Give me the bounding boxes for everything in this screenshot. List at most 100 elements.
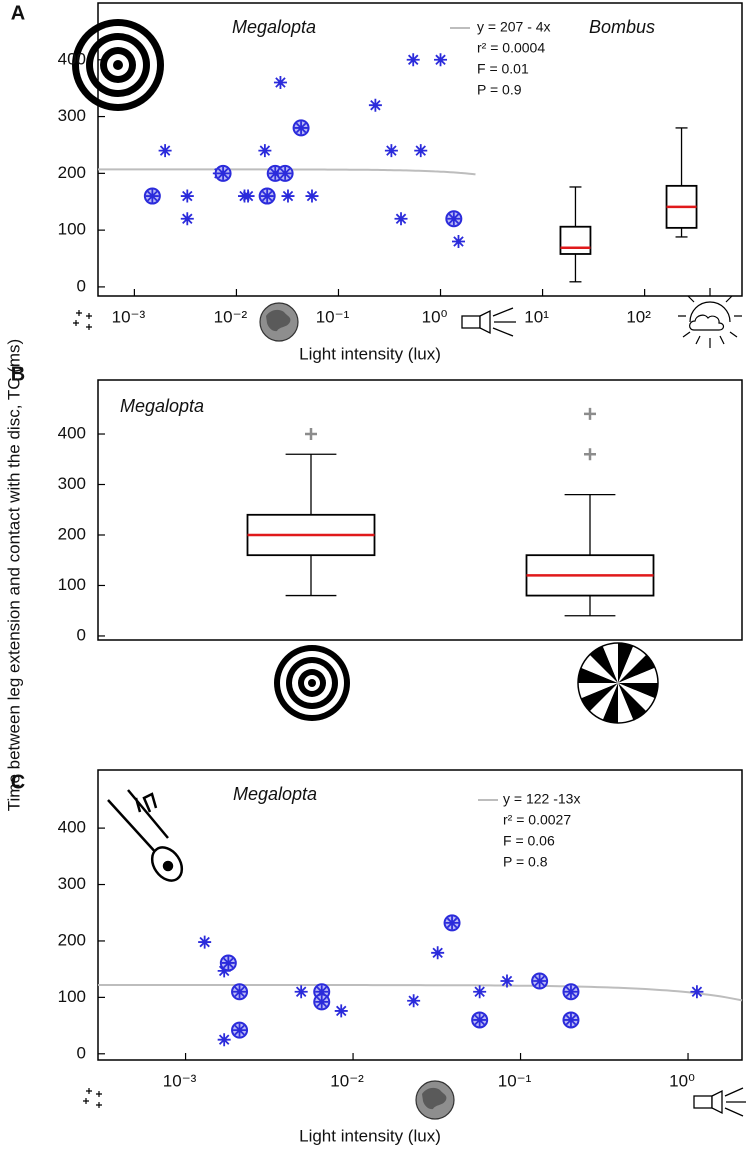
marker-spokes <box>431 946 445 960</box>
marker-spokes <box>500 974 514 988</box>
annotation: r² = 0.0004 <box>477 40 545 56</box>
y-tick-label: 100 <box>58 220 86 239</box>
wedge <box>618 646 647 683</box>
data-point <box>305 189 319 203</box>
plot-frame <box>97 379 743 641</box>
wedge <box>602 683 618 723</box>
y-tick-label: 400 <box>58 49 86 68</box>
marker-spokes <box>564 985 578 999</box>
marker-spokes <box>241 189 255 203</box>
marker-spokes <box>406 53 420 67</box>
x-axis-label: Light intensity (lux) <box>299 344 441 363</box>
y-tick-label: 0 <box>77 1043 86 1062</box>
annotation: P = 0.9 <box>477 82 522 98</box>
data-point <box>258 187 276 205</box>
wedge <box>618 654 655 683</box>
marker-spokes <box>394 212 408 226</box>
y-tick-label: 300 <box>58 106 86 125</box>
y-tick-label: 300 <box>58 474 86 493</box>
moon-icon <box>415 1080 455 1120</box>
data-point <box>180 212 194 226</box>
data-point <box>217 1033 231 1047</box>
wedge <box>618 683 655 712</box>
plot-frame <box>97 2 743 297</box>
annotation: F = 0.01 <box>477 61 529 77</box>
fit-line <box>98 984 743 1002</box>
branch-flower-icon <box>107 789 184 882</box>
marker-spokes <box>434 53 448 67</box>
target-icon <box>274 645 350 721</box>
wedge <box>581 654 618 683</box>
marker-spokes <box>233 1023 247 1037</box>
stars-icon <box>83 1088 102 1108</box>
marker-spokes <box>368 98 382 112</box>
x-tick-label: 10⁰ <box>422 307 448 326</box>
outlier <box>584 448 596 461</box>
data-point <box>219 954 237 972</box>
data-point <box>158 144 172 158</box>
marker-spokes <box>334 1004 348 1018</box>
x-tick-label: 10⁻¹ <box>316 307 350 326</box>
annotation: y = 207 - 4x <box>477 19 551 35</box>
outlier <box>305 428 317 441</box>
data-point <box>292 119 310 137</box>
marker-spokes <box>258 144 272 158</box>
data-point <box>407 994 421 1008</box>
sun-cloud-icon <box>678 288 742 348</box>
marker-spokes <box>315 995 329 1009</box>
wedge <box>618 643 634 683</box>
x-tick-label: 10¹ <box>524 307 549 326</box>
y-tick-label: 200 <box>58 930 86 949</box>
data-point <box>451 234 465 248</box>
moon-icon <box>259 302 299 342</box>
wedge <box>618 683 658 699</box>
y-tick-label: 200 <box>58 163 86 182</box>
wedge <box>578 667 618 683</box>
marker-spokes <box>690 985 704 999</box>
marker-spokes <box>217 964 231 978</box>
marker-spokes <box>233 985 247 999</box>
marker-spokes <box>294 985 308 999</box>
y-tick-label: 400 <box>58 818 86 837</box>
data-point <box>231 983 249 1001</box>
x-tick-label: 10² <box>626 307 651 326</box>
y-tick-label: 0 <box>77 625 86 644</box>
x-axis-label: Light intensity (lux) <box>299 1126 441 1145</box>
marker-spokes <box>221 956 235 970</box>
marker-spokes <box>145 189 159 203</box>
x-tick-label: 10⁻² <box>214 307 248 326</box>
annotation: y = 122 -13x <box>503 791 580 807</box>
stars-icon <box>73 310 92 330</box>
y-tick-label: 0 <box>77 276 86 295</box>
data-point <box>258 144 272 158</box>
annotation: P = 0.8 <box>503 854 548 870</box>
marker-spokes <box>294 121 308 135</box>
box <box>559 225 592 255</box>
marker-spokes <box>278 166 292 180</box>
wedge <box>618 683 634 723</box>
y-tick-label: 400 <box>58 424 86 443</box>
data-point <box>471 1011 489 1029</box>
panel-label: C <box>11 771 25 793</box>
panel-label: B <box>11 363 25 385</box>
flashlight-icon <box>693 1087 746 1117</box>
wedge <box>618 683 647 720</box>
marker-spokes <box>281 189 295 203</box>
data-point <box>531 972 549 990</box>
marker-spokes <box>198 935 212 949</box>
marker-spokes <box>473 985 487 999</box>
x-tick-label: 10⁻³ <box>112 307 146 326</box>
x-tick-label: 10⁰ <box>669 1071 695 1090</box>
data-point <box>562 1011 580 1029</box>
marker-spokes <box>217 1033 231 1047</box>
marker-spokes <box>445 916 459 930</box>
data-point <box>231 1021 249 1039</box>
annotation: r² = 0.0027 <box>503 812 571 828</box>
marker-spokes <box>216 166 230 180</box>
marker-spokes <box>180 212 194 226</box>
marker-spokes <box>305 189 319 203</box>
data-point <box>143 187 161 205</box>
chart-title: Megalopta <box>232 17 316 37</box>
group-label: Bombus <box>589 17 655 37</box>
data-point <box>406 53 420 67</box>
